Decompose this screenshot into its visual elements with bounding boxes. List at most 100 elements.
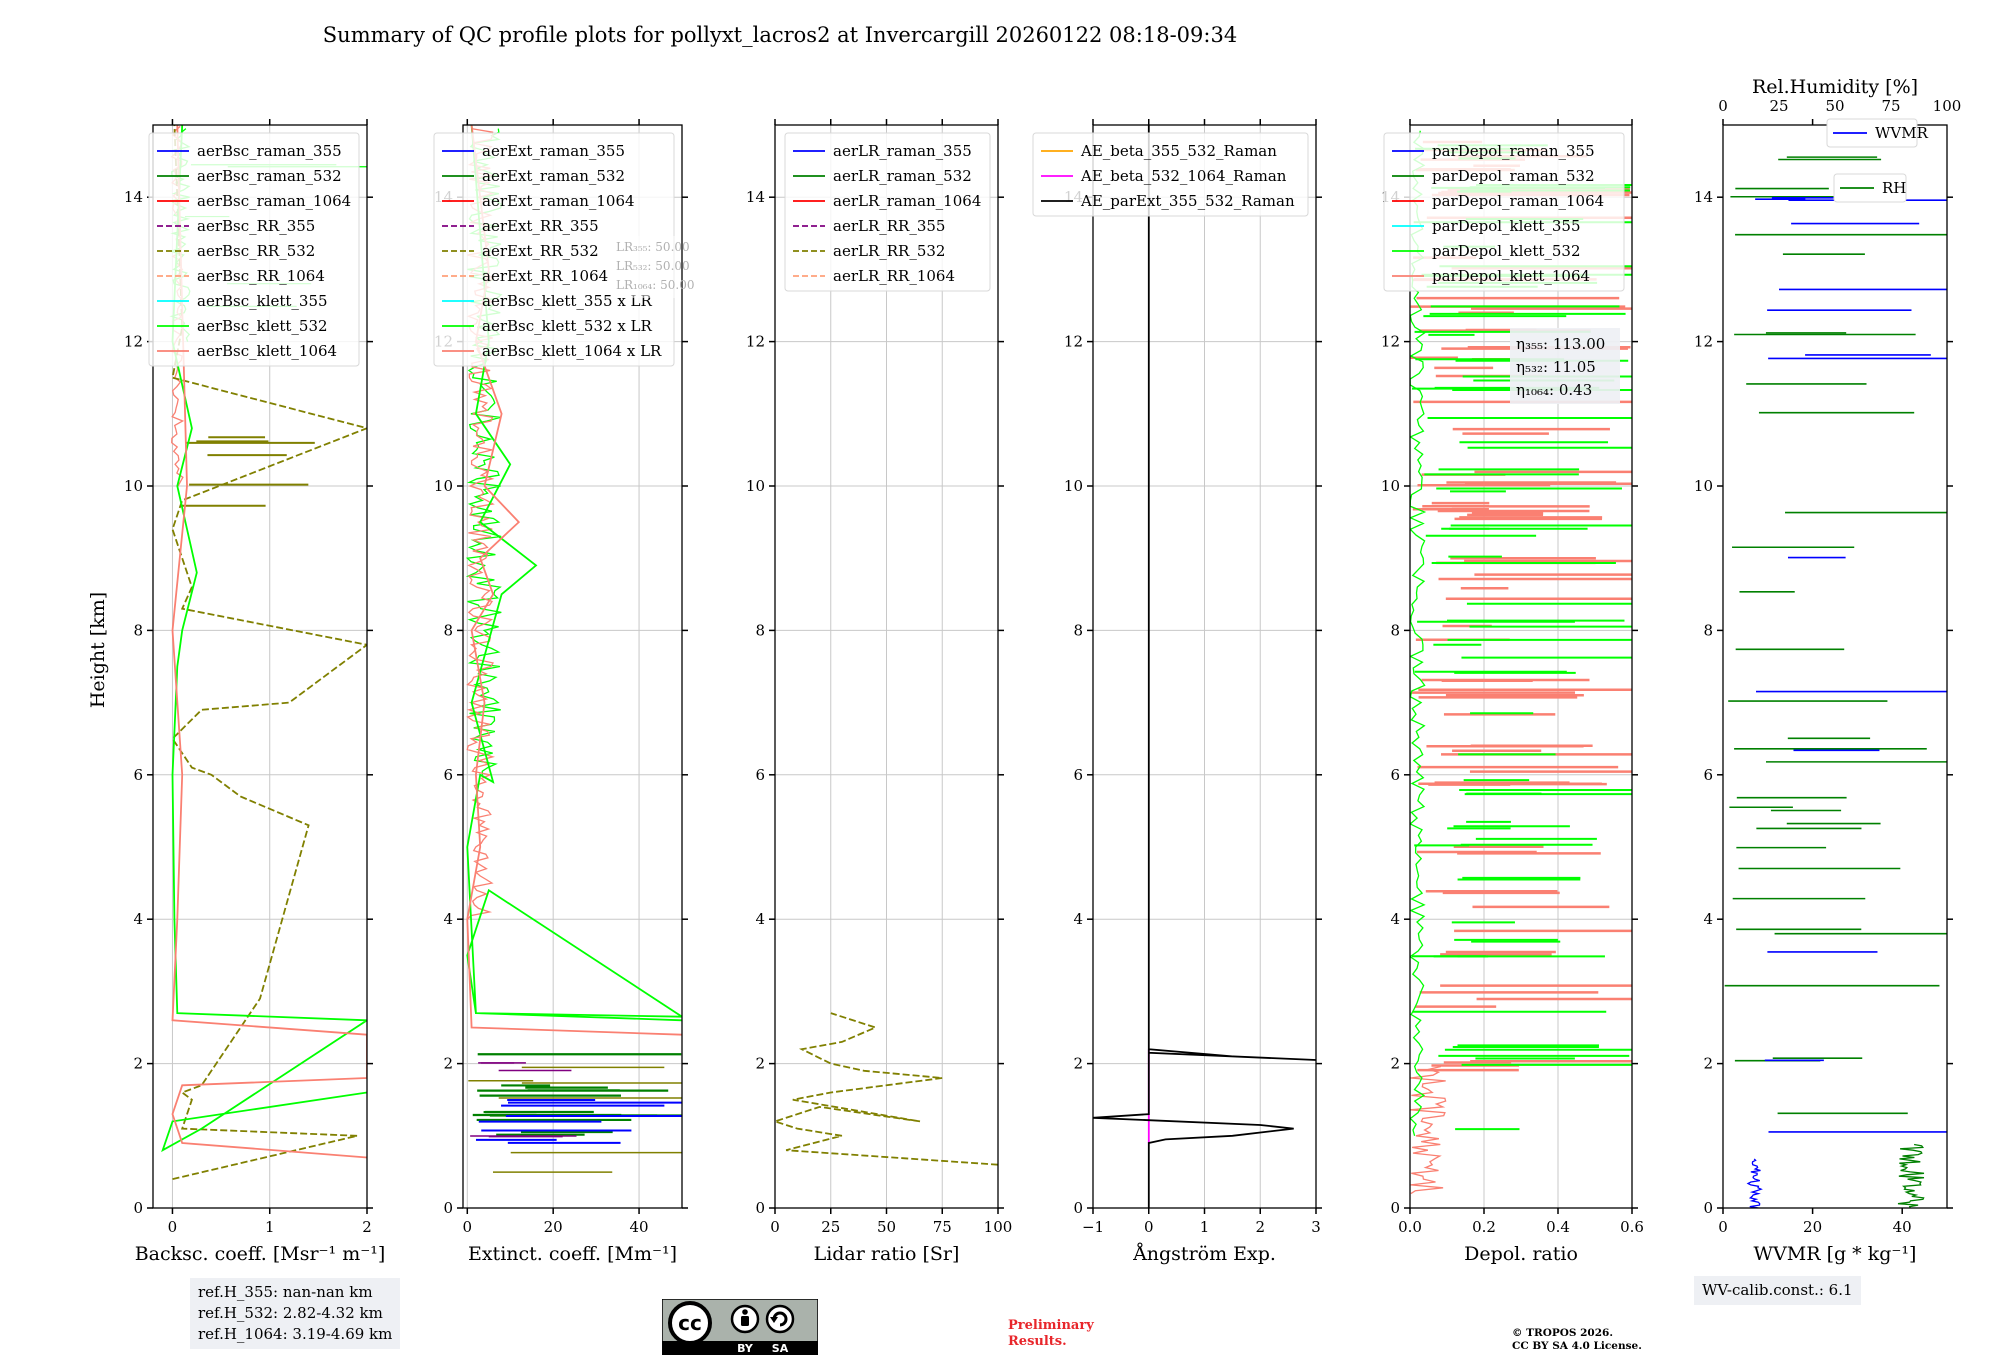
y-tick-label: 6: [133, 766, 143, 784]
y-tick-label: 0: [755, 1199, 765, 1217]
copyright-line-2: CC BY SA 4.0 License.: [1512, 1340, 1642, 1352]
legend-label: AE_parExt_355_532_Raman: [1080, 192, 1295, 210]
y-tick-label: 8: [1703, 621, 1713, 639]
ref-height-1064: ref.H_1064: 3.19-4.69 km: [198, 1325, 393, 1343]
x-tick-label: 75: [933, 1218, 952, 1236]
eta-value: η₅₃₂: 11.05: [1516, 358, 1596, 376]
panel-lidar_ratio: 0 25 50 75 100 0 2 4 6 8 10 12 14 Lidar ratio [Sr] aer…: [746, 119, 1012, 1265]
wv-calibration-constant: WV-calib.const.: 6.1: [1702, 1281, 1853, 1299]
legend-label: aerBsc_RR_1064: [197, 267, 325, 285]
preliminary-results-note: Preliminary Results.: [1008, 1318, 1094, 1350]
y-tick-label: 8: [1073, 621, 1083, 639]
legend-label: aerLR_RR_355: [833, 217, 945, 235]
legend-label: aerExt_RR_1064: [482, 267, 608, 285]
wvmr-low-profile: [1746, 1158, 1763, 1208]
x-axis-label: Depol. ratio: [1464, 1243, 1578, 1265]
lidar-ratio-value: LR₁₀₆₄: 50.00: [616, 278, 694, 292]
lidar-ratio-value: LR₃₅₅: 50.00: [616, 240, 690, 254]
panel-depolarization: 0.00.20.40.602468101214Depol. ratioparDe…: [1381, 119, 1644, 1265]
copyright-note: © TROPOS 2026. CC BY SA 4.0 License.: [1512, 1327, 1642, 1353]
x-axis-label: Lidar ratio [Sr]: [814, 1243, 960, 1265]
x-tick-label: 1: [1200, 1218, 1210, 1236]
top-tick-label: 50: [1825, 97, 1844, 115]
series-aerBsc_klett_1064: [171, 125, 367, 1159]
top-tick-label: 75: [1881, 97, 1900, 115]
x-axis-label: Backsc. coeff. [Msr⁻¹ m⁻¹]: [135, 1243, 386, 1265]
series-aerLR_RR_532: [775, 1012, 998, 1166]
plot-area: [1724, 156, 1947, 1208]
y-tick-label: 14: [1694, 188, 1713, 206]
eta-value: η₁₀₆₄: 0.43: [1516, 381, 1592, 399]
y-tick-label: 8: [443, 621, 453, 639]
cc-license-badge: cc BY SA: [662, 1299, 818, 1355]
legend-label: aerLR_raman_532: [833, 167, 972, 185]
y-tick-label: 12: [124, 333, 143, 351]
legend-label: parDepol_raman_532: [1432, 167, 1595, 185]
legend-box: [148, 132, 360, 367]
copyright-line-1: © TROPOS 2026.: [1512, 1327, 1614, 1339]
legend-label: aerLR_RR_532: [833, 242, 945, 260]
series-aerBsc_klett_532: [161, 125, 367, 1153]
y-tick-label: 10: [124, 477, 143, 495]
x-tick-label: 100: [984, 1218, 1013, 1236]
series-AE_parExt_355_532_Raman: [1093, 125, 1316, 1208]
y-tick-label: 10: [1381, 477, 1400, 495]
y-tick-label: 14: [746, 188, 765, 206]
x-tick-label: 0: [1718, 1218, 1728, 1236]
plot-area: [1093, 125, 1316, 1208]
y-tick-label: 0: [133, 1199, 143, 1217]
panel-water_vapor: 0 20 40 0 2 4 6 8 10 12 14 WVMR [g * kg⁻¹] 0 25 50 75 10…: [1694, 76, 1961, 1265]
y-tick-label: 6: [1703, 766, 1713, 784]
legend-label: aerExt_raman_532: [482, 167, 625, 185]
legend-label: aerBsc_klett_532: [197, 317, 328, 335]
legend-label: AE_beta_532_1064_Raman: [1080, 167, 1287, 185]
x-axis-label: WVMR [g * kg⁻¹]: [1754, 1243, 1917, 1265]
x-axis-label: Ångström Exp.: [1132, 1243, 1276, 1265]
legend-label: aerExt_RR_355: [482, 217, 599, 235]
legend-label: aerBsc_klett_1064 x LR: [482, 342, 662, 360]
by-label: BY: [737, 1342, 754, 1355]
x-tick-label: 25: [821, 1218, 840, 1236]
x-tick-label: 40: [1893, 1218, 1912, 1236]
legend-label: aerBsc_raman_1064: [197, 192, 351, 210]
axes-frame: [152, 124, 368, 1209]
preliminary-line-1: Preliminary: [1008, 1318, 1094, 1333]
y-tick-label: 2: [133, 1055, 143, 1073]
axes-frame: [1722, 124, 1948, 1209]
x-tick-label: 20: [1803, 1218, 1822, 1236]
y-tick-label: 12: [746, 333, 765, 351]
y-tick-label: 4: [1073, 910, 1083, 928]
y-tick-label: 10: [1064, 477, 1083, 495]
x-tick-label: 3: [1311, 1218, 1321, 1236]
lidar-ratio-value: LR₅₃₂: 50.00: [616, 259, 690, 273]
legend-box: [1826, 118, 1918, 148]
rh-low-profile: [1897, 1143, 1925, 1208]
y-tick-label: 10: [746, 477, 765, 495]
legend-label: aerBsc_raman_532: [197, 167, 342, 185]
y-tick-label: 2: [443, 1055, 453, 1073]
legend-label: aerBsc_klett_1064: [197, 342, 337, 360]
depol-532-low: [1410, 130, 1427, 1136]
preliminary-line-2: Results.: [1008, 1334, 1067, 1349]
y-tick-label: 10: [1694, 477, 1713, 495]
depol-1064-low: [1410, 1065, 1447, 1195]
legend-label: parDepol_klett_532: [1432, 242, 1581, 260]
figure-title: Summary of QC profile plots for pollyxt_…: [323, 23, 1237, 47]
legend-label: parDepol_raman_355: [1432, 142, 1595, 160]
x-tick-label: 0: [463, 1218, 473, 1236]
y-tick-label: 4: [133, 910, 143, 928]
x-tick-label: 50: [877, 1218, 896, 1236]
y-tick-label: 0: [1073, 1199, 1083, 1217]
x-tick-label: 0.0: [1398, 1218, 1422, 1236]
legend-label: AE_beta_355_532_Raman: [1080, 142, 1277, 160]
y-tick-label: 4: [1390, 910, 1400, 928]
y-tick-label: 8: [133, 621, 143, 639]
x-tick-label: −1: [1082, 1218, 1104, 1236]
sa-label: SA: [772, 1342, 789, 1355]
plot-area: [775, 1012, 998, 1166]
x-tick-label: 0.2: [1472, 1218, 1496, 1236]
y-tick-label: 4: [755, 910, 765, 928]
y-tick-label: 4: [1703, 910, 1713, 928]
panel-extinction: 0204002468101214Extinct. coeff. [Mm⁻¹]ae…: [433, 119, 694, 1265]
top-tick-label: 0: [1718, 97, 1728, 115]
